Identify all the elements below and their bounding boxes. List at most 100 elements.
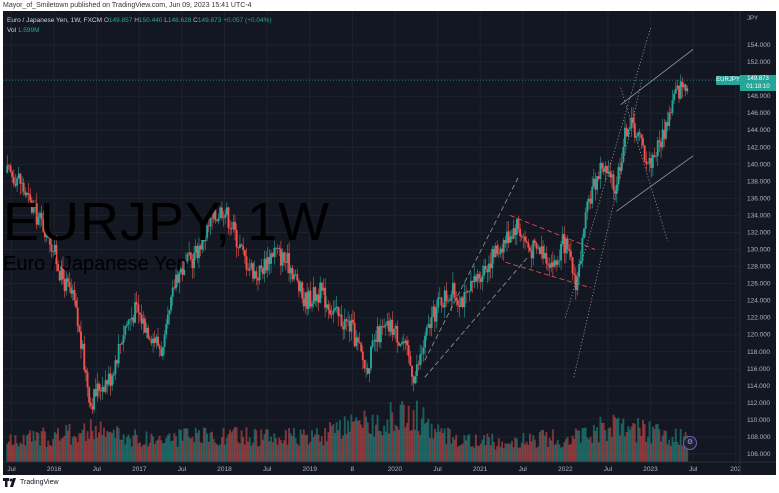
candle-body	[571, 257, 574, 274]
tradingview-logo-icon[interactable]: ⚙	[683, 436, 697, 450]
volume-bar	[338, 420, 341, 462]
candle-body	[139, 312, 141, 315]
candle-body	[356, 337, 359, 343]
candle-body	[666, 122, 669, 126]
volume-bar	[265, 429, 268, 462]
volume-bar	[363, 410, 366, 462]
candle-body	[352, 319, 354, 323]
candle-body	[407, 345, 410, 357]
price-chart-svg[interactable]: 106.000 108.000 110.000 112.000 114.000 116.0…	[3, 11, 776, 475]
volume-bar	[124, 444, 127, 462]
volume-bar	[358, 420, 361, 462]
candle-body	[45, 224, 48, 238]
volume-bar	[234, 426, 236, 462]
volume-bar	[514, 437, 517, 462]
candle-body	[104, 380, 107, 392]
candle-body	[42, 219, 45, 232]
volume-bar	[102, 427, 105, 462]
currency-label: JPY	[747, 16, 759, 22]
volume-bar	[139, 442, 141, 462]
candle-body	[684, 84, 687, 92]
candle-body	[642, 138, 644, 146]
candle-body	[276, 248, 279, 249]
volume-bar	[209, 432, 212, 462]
candle-body	[178, 272, 181, 283]
volume-bar	[279, 440, 282, 462]
candle-body	[602, 168, 605, 172]
candle-body	[361, 351, 364, 361]
volume-bar	[60, 438, 63, 462]
volume-bar	[569, 443, 572, 462]
volume-bar	[355, 417, 358, 462]
volume-bar	[409, 430, 412, 462]
candle-body	[619, 167, 622, 171]
volume-bar	[530, 441, 533, 462]
volume-bar	[402, 404, 405, 462]
time-tick-label: Jul	[519, 466, 528, 473]
candle-body	[327, 304, 330, 311]
volume-bar	[601, 422, 603, 462]
volume-bar	[114, 437, 117, 462]
candle-body	[281, 252, 284, 266]
volume-bar	[199, 442, 202, 462]
volume-bar	[594, 430, 597, 462]
volume-bar	[437, 424, 440, 462]
volume-bar	[250, 445, 253, 462]
candle-body	[415, 364, 418, 377]
candle-body	[612, 174, 615, 191]
candle-body	[232, 221, 235, 229]
time-tick-label: 2016	[47, 466, 62, 473]
volume-bar	[75, 437, 78, 462]
volume-bar	[158, 435, 161, 462]
volume-bar	[638, 427, 641, 462]
candle-body	[145, 327, 148, 333]
volume-bar	[52, 438, 55, 462]
volume-bar	[671, 436, 674, 462]
candle-body	[447, 300, 449, 302]
volume-bar	[440, 428, 443, 462]
candle-body	[620, 162, 623, 171]
candle-body	[252, 263, 254, 279]
volume-bar	[420, 418, 423, 462]
candle-body	[363, 360, 366, 369]
candle-body	[227, 207, 230, 228]
volume-bar	[551, 429, 554, 462]
volume-bar	[396, 426, 399, 462]
candle-body	[355, 337, 358, 347]
candle-body	[627, 129, 630, 137]
candle-body	[65, 278, 68, 292]
candle-body	[488, 263, 490, 273]
volume-bar	[327, 432, 330, 462]
volume-bar	[104, 437, 107, 462]
volume-bar	[322, 445, 325, 462]
candle-body	[335, 306, 338, 308]
volume-bar	[157, 439, 159, 462]
volume-bar	[27, 433, 30, 462]
candle-body	[160, 349, 163, 356]
candle-body	[606, 165, 608, 174]
candle-body	[302, 298, 305, 307]
volume-bar	[683, 436, 685, 462]
volume-bar	[625, 431, 628, 462]
candle-body	[370, 346, 372, 369]
candle-body	[520, 236, 523, 238]
volume-bar	[389, 402, 392, 462]
volume-bar	[458, 445, 461, 462]
chart-canvas[interactable]: 106.000 108.000 110.000 112.000 114.000 116.0…	[3, 11, 776, 475]
symbol-name[interactable]: Euro / Japanese Yen, 1W, FXCM	[7, 17, 103, 24]
low-value: 148.628	[167, 17, 192, 24]
candle-body	[291, 267, 294, 280]
volume-bar	[188, 437, 191, 462]
volume-bar	[663, 430, 666, 462]
candle-body	[466, 291, 469, 293]
volume-bar	[112, 429, 115, 462]
candle-body	[214, 210, 217, 221]
candle-body	[392, 328, 395, 336]
candle-body	[324, 287, 327, 308]
volume-label[interactable]: Vol	[7, 27, 17, 34]
candle-body	[547, 263, 549, 265]
volume-bar	[627, 426, 630, 462]
candle-body	[173, 287, 176, 289]
volume-bar	[542, 429, 545, 462]
volume-bar	[173, 433, 176, 462]
